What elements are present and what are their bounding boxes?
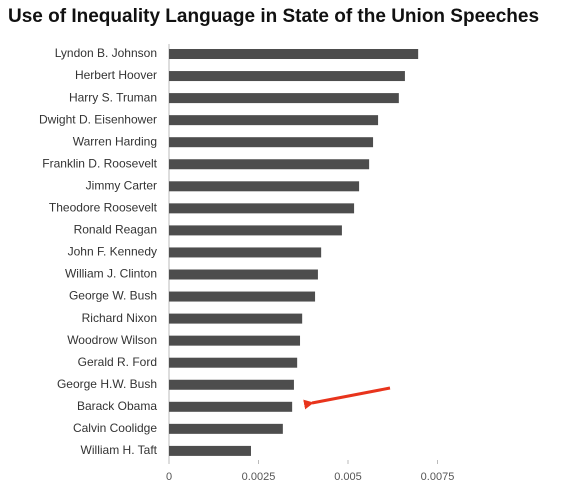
y-tick-label: Harry S. Truman bbox=[69, 90, 157, 104]
bar bbox=[169, 159, 370, 170]
x-tick-label: 0.0075 bbox=[421, 471, 455, 483]
y-tick-label: William H. Taft bbox=[81, 443, 158, 457]
bar bbox=[169, 71, 405, 82]
arrow bbox=[303, 386, 391, 410]
bar bbox=[169, 181, 360, 192]
y-tick-label: George H.W. Bush bbox=[57, 377, 157, 391]
bar bbox=[169, 137, 374, 148]
y-tick-label: Warren Harding bbox=[73, 134, 157, 148]
bar bbox=[169, 423, 283, 434]
bar bbox=[169, 269, 318, 280]
x-tick-label: 0.005 bbox=[334, 471, 362, 483]
y-tick-label: Theodore Roosevelt bbox=[49, 201, 158, 215]
bar bbox=[169, 313, 303, 324]
bar bbox=[169, 401, 293, 412]
y-tick-label: Richard Nixon bbox=[82, 311, 157, 325]
bar bbox=[169, 225, 342, 236]
x-tick-label: 0 bbox=[166, 471, 172, 483]
y-tick-label: Barack Obama bbox=[77, 399, 157, 413]
y-tick-label: Calvin Coolidge bbox=[73, 421, 157, 435]
y-tick-label: Franklin D. Roosevelt bbox=[42, 156, 157, 170]
bar bbox=[169, 115, 379, 126]
y-tick-label: Lyndon B. Johnson bbox=[55, 46, 157, 60]
y-tick-label: Jimmy Carter bbox=[86, 178, 157, 192]
bar bbox=[169, 49, 419, 59]
bar bbox=[169, 247, 322, 258]
bar bbox=[169, 445, 251, 456]
y-tick-label: Ronald Reagan bbox=[74, 223, 157, 237]
bar bbox=[169, 291, 316, 302]
bar bbox=[169, 203, 355, 214]
chart-title: Use of Inequality Language in State of t… bbox=[8, 6, 539, 27]
y-tick-label: Woodrow Wilson bbox=[67, 333, 157, 347]
bar bbox=[169, 93, 399, 104]
bar bbox=[169, 357, 298, 368]
y-tick-label: Herbert Hoover bbox=[75, 68, 157, 82]
y-tick-label: Dwight D. Eisenhower bbox=[39, 112, 157, 126]
y-tick-label: Gerald R. Ford bbox=[78, 355, 157, 369]
x-tick-label: 0.0025 bbox=[242, 471, 276, 483]
y-tick-label: William J. Clinton bbox=[65, 267, 157, 281]
y-tick-label: John F. Kennedy bbox=[68, 245, 157, 259]
y-tick-label: George W. Bush bbox=[69, 289, 157, 303]
bar bbox=[169, 335, 301, 346]
bar bbox=[169, 379, 294, 390]
